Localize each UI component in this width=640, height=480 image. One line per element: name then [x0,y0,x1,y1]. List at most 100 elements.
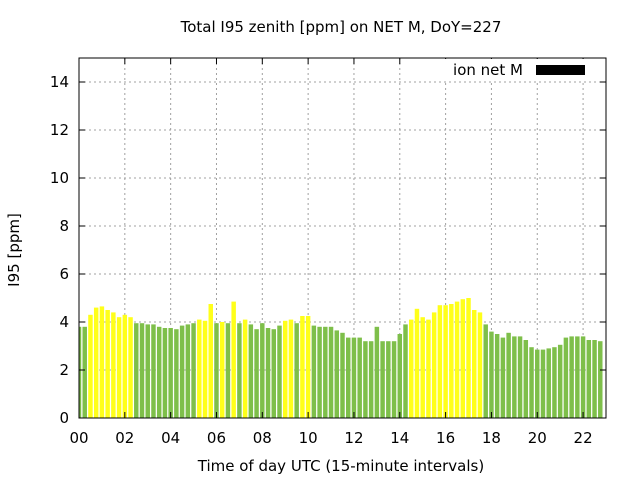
bar [237,323,242,418]
bar [363,341,368,418]
y-tick-label: 6 [59,265,69,283]
bar [443,305,448,418]
bar [277,325,282,418]
bar [512,336,517,418]
bar [254,329,259,418]
bar [208,304,213,418]
bar [523,340,529,418]
bars [79,298,603,418]
bar [116,317,122,418]
legend: ion net M [444,59,596,80]
bar [386,341,391,418]
x-tick-label: 00 [69,429,88,447]
bar [431,312,437,418]
bar [506,332,511,418]
bar [575,336,580,418]
bar [586,340,592,418]
bar [391,341,397,418]
bar [403,324,408,418]
x-tick-label: 14 [390,429,409,447]
bar [134,323,139,418]
bar [437,305,443,418]
bar [242,319,248,418]
bar [466,298,471,418]
bar [294,323,299,418]
x-tick-label: 06 [207,429,226,447]
y-tick-label: 8 [59,217,69,235]
x-tick-label: 04 [161,429,180,447]
x-tick-label: 20 [528,429,547,447]
bar [311,325,317,418]
bar [225,323,231,418]
bar [368,341,374,418]
x-tick-label: 10 [299,429,318,447]
bar [414,308,420,418]
bar [151,324,156,418]
bar [535,349,540,418]
bar [128,317,133,418]
bar [219,322,225,418]
bar [88,314,93,418]
bar [500,337,506,418]
bar [105,310,110,418]
bar [231,301,236,418]
bar [357,337,362,418]
bar [477,312,483,418]
x-tick-label: 18 [482,429,501,447]
bar [569,336,574,418]
bar [409,319,414,418]
bar [397,334,403,418]
x-tick-label: 16 [436,429,455,447]
bar [345,337,351,418]
bar [454,301,460,418]
y-tick-label: 12 [50,121,69,139]
bar [79,326,82,418]
bar [374,326,380,418]
bar [592,340,597,418]
y-tick-label: 10 [50,169,69,187]
x-tick-label: 12 [344,429,363,447]
bar [472,310,477,418]
x-tick-label: 22 [574,429,593,447]
bar [122,314,128,418]
y-tick-label: 4 [59,313,69,331]
bar [82,326,87,418]
bar [546,348,551,418]
bar [174,329,179,418]
x-axis-label: Time of day UTC (15-minute intervals) [197,457,484,475]
bar [580,336,586,418]
bar [552,347,557,418]
bar [449,304,454,418]
bar [248,324,254,418]
bar [494,334,500,418]
x-tick-label: 02 [115,429,134,447]
bar [185,324,191,418]
bar [328,326,334,418]
bar [598,341,603,418]
bar [214,323,219,418]
bar [305,316,311,418]
bar [282,320,288,418]
y-tick-label: 0 [59,409,69,427]
bar [111,312,116,418]
bar [420,317,425,418]
bar [483,324,488,418]
bar [202,320,208,418]
bar [271,329,276,418]
bar [93,307,99,418]
bar [380,341,385,418]
legend-swatch [536,65,585,75]
bar [139,323,145,418]
bar [563,337,569,418]
bar [540,349,546,418]
bar [260,323,265,418]
bar [317,326,322,418]
bar [197,319,202,418]
chart-title: Total I95 zenith [ppm] on NET M, DoY=227 [180,18,502,36]
bar [99,306,105,418]
legend-label: ion net M [453,61,523,79]
y-tick-label: 2 [59,361,69,379]
y-tick-label: 14 [50,73,69,91]
